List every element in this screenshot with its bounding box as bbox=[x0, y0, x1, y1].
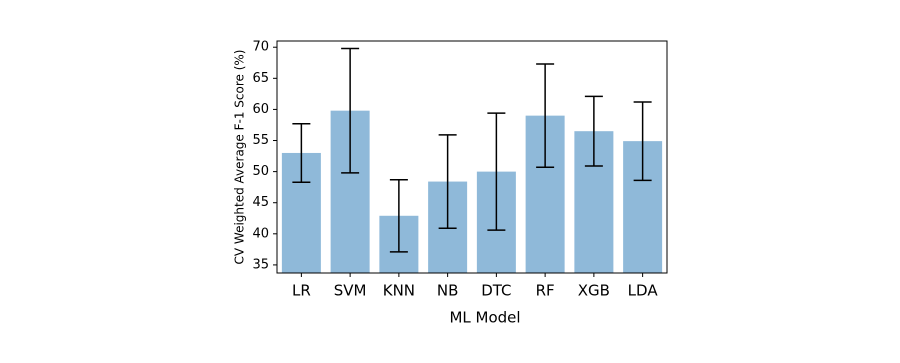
y-tick-label: 45 bbox=[252, 195, 269, 210]
x-tick-label: SVM bbox=[334, 282, 367, 300]
error-bar bbox=[438, 134, 457, 229]
y-tick-label: 70 bbox=[252, 40, 269, 55]
x-axis-label: ML Model bbox=[449, 309, 520, 327]
y-tick-label: 60 bbox=[252, 102, 269, 117]
x-tick-label: RF bbox=[536, 282, 555, 300]
x-tick-label: DTC bbox=[481, 282, 511, 300]
y-tick-label: 65 bbox=[252, 71, 269, 86]
plot-frame bbox=[276, 40, 668, 274]
error-bar bbox=[633, 101, 652, 182]
x-tick-label: KNN bbox=[383, 282, 415, 300]
error-bar bbox=[292, 122, 311, 183]
error-bar bbox=[389, 178, 408, 253]
error-bar bbox=[341, 47, 360, 174]
y-tick-label: 35 bbox=[252, 257, 269, 272]
y-tick-label: 40 bbox=[252, 226, 269, 241]
x-tick-label: LR bbox=[292, 282, 311, 300]
x-tick-label: XGB bbox=[578, 282, 610, 300]
error-bar bbox=[487, 112, 506, 231]
x-tick-label: LDA bbox=[628, 282, 659, 300]
x-tick-label: NB bbox=[437, 282, 459, 300]
error-bar bbox=[536, 63, 555, 169]
y-tick-label: 55 bbox=[252, 133, 269, 148]
error-bar bbox=[584, 95, 603, 167]
y-tick-label: 50 bbox=[252, 164, 269, 179]
y-axis-label: CV Weighted Average F-1 Score (%) bbox=[233, 50, 247, 265]
